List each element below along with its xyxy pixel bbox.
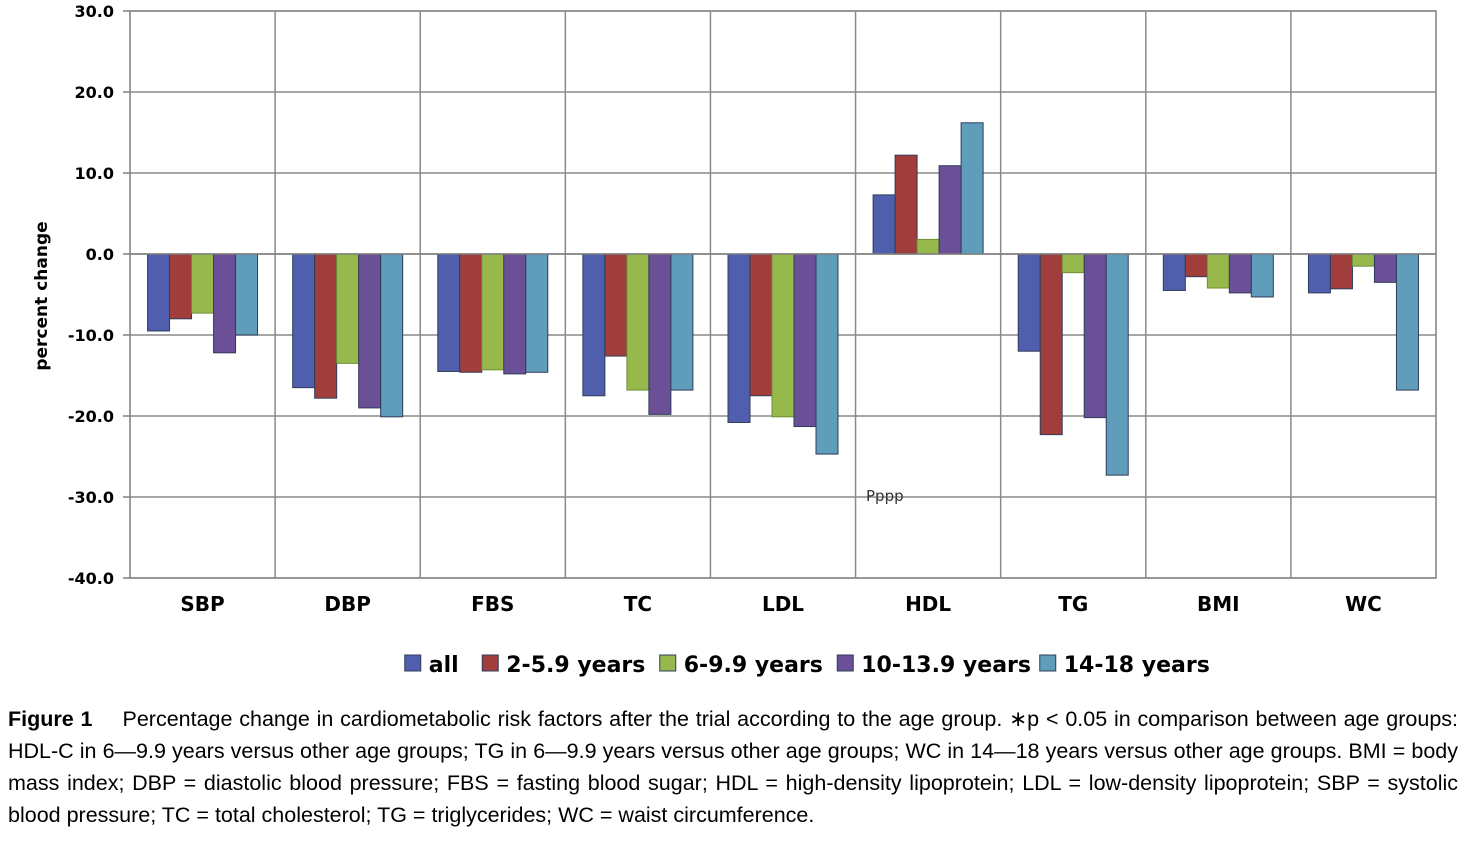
bar-dbp-series-4	[380, 253, 404, 418]
bar-tc-series-4	[670, 253, 694, 391]
bar-ldl-series-0	[727, 253, 751, 423]
figure-label: Figure 1	[8, 707, 93, 731]
y-tick-label: -20.0	[68, 407, 114, 426]
y-tick-label: 10.0	[75, 164, 114, 183]
x-category-label: DBP	[324, 592, 371, 616]
bar-wc-series-2	[1351, 253, 1375, 267]
legend-label: 10-13.9 years	[861, 653, 1031, 678]
bar-fbs-series-2	[481, 253, 505, 371]
bar-sbp-series-0	[147, 253, 171, 332]
bar-hdl-series-0	[872, 194, 896, 255]
x-category-label: TC	[624, 592, 652, 616]
legend-label: all	[429, 653, 459, 678]
bar-tc-series-3	[648, 253, 672, 415]
chart-bars	[130, 122, 1436, 476]
legend-swatch	[1039, 654, 1057, 672]
bar-dbp-series-1	[314, 253, 338, 399]
bar-tg-series-3	[1083, 253, 1107, 419]
bar-tc-series-1	[604, 253, 628, 357]
x-category-label: TG	[1058, 592, 1088, 616]
bar-ldl-series-4	[815, 253, 839, 455]
bar-dbp-series-0	[292, 253, 316, 389]
bar-tc-series-0	[582, 253, 606, 397]
x-axis-categories: SBP DBP FBS TC LDL HDL TG BMI WC	[180, 592, 1381, 616]
bar-hdl-series-1	[894, 154, 918, 255]
bar-sbp-series-3	[213, 253, 237, 354]
legend-swatch	[659, 654, 677, 672]
bar-hdl-series-3	[938, 165, 962, 255]
bar-bmi-series-0	[1162, 253, 1186, 291]
x-category-label: HDL	[905, 592, 951, 616]
bar-sbp-series-4	[235, 253, 259, 336]
bar-tg-series-1	[1039, 253, 1063, 436]
legend-swatch	[481, 654, 499, 672]
bar-fbs-series-4	[525, 253, 549, 373]
x-category-label: WC	[1345, 592, 1382, 616]
legend-label: 14-18 years	[1064, 653, 1210, 678]
bar-dbp-series-2	[336, 253, 360, 364]
legend-swatch	[836, 654, 854, 672]
figure-caption: Figure 1 Percentage change in cardiometab…	[8, 703, 1458, 831]
bar-tg-series-4	[1105, 253, 1129, 476]
bar-ldl-series-3	[793, 253, 817, 428]
y-tick-label: 20.0	[75, 83, 114, 102]
legend-label: 6-9.9 years	[684, 653, 823, 678]
bar-sbp-series-2	[191, 253, 215, 314]
y-tick-label: -40.0	[68, 569, 114, 588]
bar-tg-series-0	[1017, 253, 1041, 352]
y-tick-label: -30.0	[68, 488, 114, 507]
bar-dbp-series-3	[358, 253, 382, 409]
bar-tg-series-2	[1061, 253, 1085, 274]
bar-ldl-series-2	[771, 253, 795, 418]
chart-legend: all 2-5.9 years 6-9.9 years 10-13.9 years 14…	[404, 653, 1210, 678]
bar-bmi-series-4	[1250, 253, 1274, 298]
y-tick-label: 0.0	[86, 245, 114, 264]
chart-gridlines	[123, 10, 1437, 579]
bar-wc-series-0	[1307, 253, 1331, 294]
bar-bmi-series-2	[1206, 253, 1230, 289]
bar-hdl-series-2	[916, 238, 940, 255]
bar-fbs-series-3	[503, 253, 527, 375]
y-tick-label: -10.0	[68, 326, 114, 345]
bar-hdl-series-4	[960, 122, 984, 255]
bar-wc-series-3	[1373, 253, 1397, 283]
bar-wc-series-4	[1395, 253, 1419, 391]
chart-annotation: Pppp	[866, 487, 904, 505]
bar-fbs-series-0	[437, 253, 461, 372]
bar-fbs-series-1	[459, 253, 483, 373]
bar-sbp-series-1	[169, 253, 193, 320]
y-tick-label: 30.0	[75, 2, 114, 21]
bar-wc-series-1	[1329, 253, 1353, 290]
bar-bmi-series-1	[1184, 253, 1208, 278]
legend-label: 2-5.9 years	[506, 653, 645, 678]
figure-caption-text: Percentage change in cardiometabolic ris…	[8, 707, 1458, 827]
bar-tc-series-2	[626, 253, 650, 391]
y-axis-ticks: 30.0 20.0 10.0 0.0 -10.0 -20.0 -30.0 -40.0	[68, 2, 114, 588]
x-category-label: SBP	[180, 592, 224, 616]
bar-chart: 30.0 20.0 10.0 0.0 -10.0 -20.0 -30.0 -40.0 SBP D…	[32, 2, 1437, 678]
bar-bmi-series-3	[1228, 253, 1252, 294]
x-category-label: BMI	[1197, 592, 1240, 616]
x-category-label: FBS	[471, 592, 514, 616]
x-category-label: LDL	[762, 592, 804, 616]
legend-swatch	[404, 654, 422, 672]
bar-ldl-series-1	[749, 253, 773, 397]
y-axis-title: percent change	[32, 221, 52, 370]
